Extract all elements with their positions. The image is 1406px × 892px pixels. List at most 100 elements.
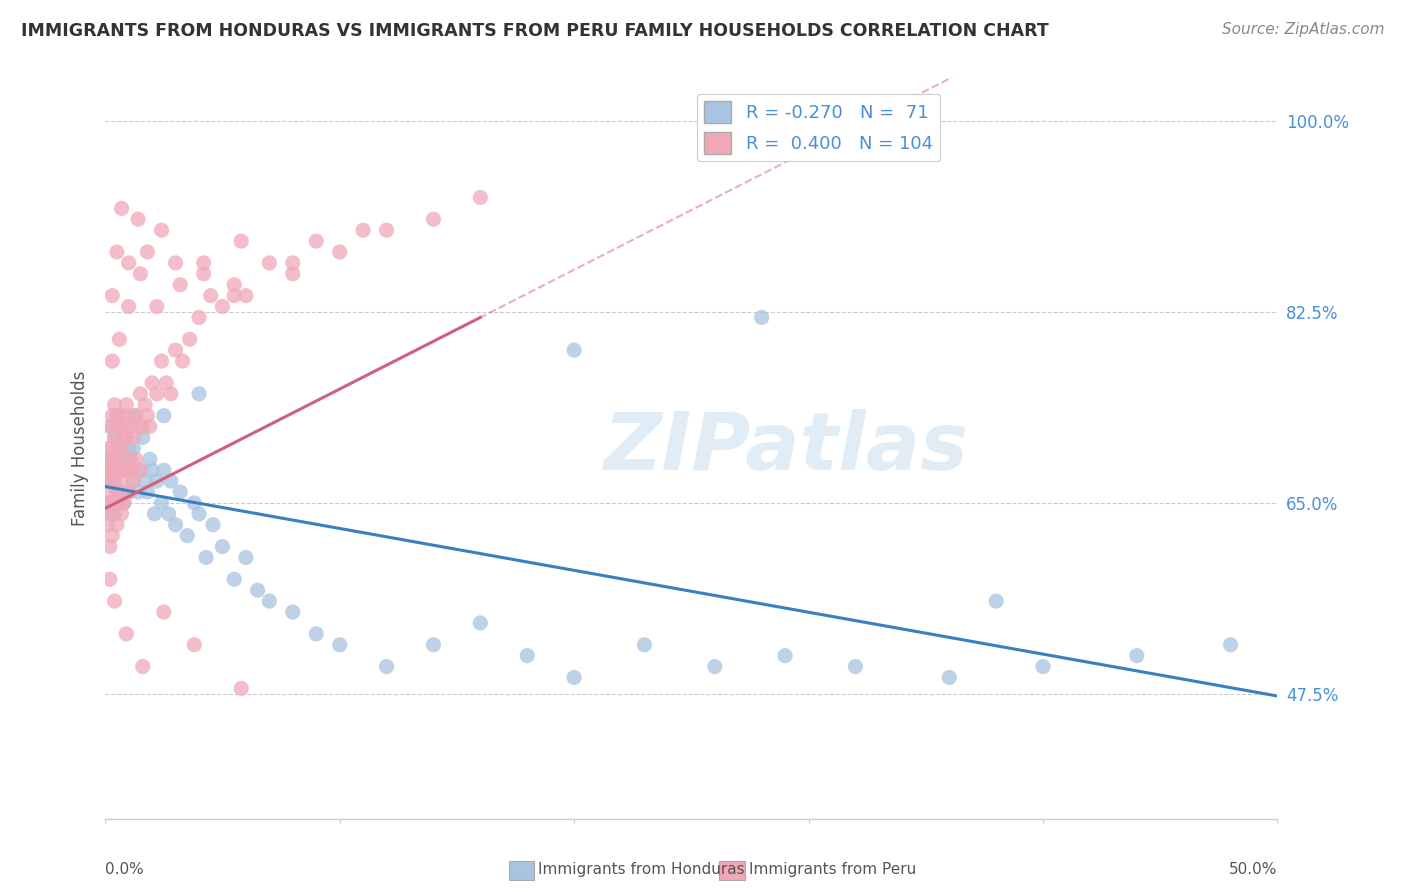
Point — [112, 430, 135, 444]
Point — [562, 671, 585, 685]
Point — [305, 234, 328, 248]
Point — [224, 572, 246, 586]
Point — [104, 430, 127, 444]
Point — [118, 485, 141, 500]
Point — [188, 387, 211, 401]
Point — [96, 496, 118, 510]
Point — [224, 288, 246, 302]
Point — [143, 507, 166, 521]
Point — [703, 659, 725, 673]
Point — [101, 507, 124, 521]
Point — [101, 463, 124, 477]
Point — [259, 594, 281, 608]
Point — [122, 442, 145, 456]
Point — [141, 463, 163, 477]
Point — [101, 419, 124, 434]
Point — [422, 212, 444, 227]
Point — [101, 529, 124, 543]
Point — [134, 474, 156, 488]
Point — [183, 496, 205, 510]
Point — [172, 354, 194, 368]
Point — [98, 485, 121, 500]
Point — [176, 529, 198, 543]
Point — [470, 615, 492, 630]
Point — [112, 496, 135, 510]
Point — [329, 638, 352, 652]
Point — [112, 419, 135, 434]
Point — [118, 485, 141, 500]
Point — [200, 288, 222, 302]
Text: Source: ZipAtlas.com: Source: ZipAtlas.com — [1222, 22, 1385, 37]
Point — [120, 419, 142, 434]
Point — [104, 430, 127, 444]
Point — [115, 463, 138, 477]
Point — [96, 442, 118, 456]
Point — [259, 256, 281, 270]
Point — [111, 202, 134, 216]
Point — [125, 409, 148, 423]
Legend: R = -0.270   N =  71, R =  0.400   N = 104: R = -0.270 N = 71, R = 0.400 N = 104 — [697, 94, 941, 161]
Point — [246, 583, 269, 598]
Point — [132, 659, 155, 673]
Point — [150, 496, 173, 510]
Point — [188, 310, 211, 325]
Point — [105, 442, 128, 456]
Point — [98, 419, 121, 434]
Point — [118, 442, 141, 456]
Point — [127, 212, 149, 227]
Point — [105, 485, 128, 500]
Point — [1219, 638, 1241, 652]
Text: 0.0%: 0.0% — [105, 863, 143, 877]
Point — [104, 594, 127, 608]
Point — [169, 277, 191, 292]
Point — [470, 190, 492, 204]
Point — [101, 474, 124, 488]
Point — [516, 648, 538, 663]
Point — [115, 627, 138, 641]
Point — [104, 398, 127, 412]
Point — [329, 245, 352, 260]
Point — [235, 288, 257, 302]
Point — [1126, 648, 1149, 663]
Point — [115, 463, 138, 477]
Point — [108, 496, 131, 510]
Point — [105, 485, 128, 500]
Text: 50.0%: 50.0% — [1229, 863, 1278, 877]
Point — [120, 463, 142, 477]
Point — [224, 277, 246, 292]
Point — [108, 496, 131, 510]
Point — [136, 409, 159, 423]
Point — [96, 474, 118, 488]
Point — [146, 387, 169, 401]
Point — [844, 659, 866, 673]
Point — [104, 507, 127, 521]
Point — [352, 223, 374, 237]
Text: Immigrants from Honduras: Immigrants from Honduras — [538, 863, 745, 877]
Point — [122, 474, 145, 488]
Point — [98, 463, 121, 477]
Point — [104, 452, 127, 467]
Point — [281, 256, 304, 270]
Point — [153, 463, 176, 477]
Point — [202, 517, 225, 532]
Point — [153, 409, 176, 423]
Point — [108, 419, 131, 434]
Point — [422, 638, 444, 652]
Point — [1032, 659, 1054, 673]
Point — [136, 485, 159, 500]
Point — [98, 452, 121, 467]
Point — [129, 463, 152, 477]
Point — [104, 474, 127, 488]
Point — [101, 442, 124, 456]
Point — [101, 496, 124, 510]
Point — [129, 267, 152, 281]
Point — [96, 517, 118, 532]
Point — [111, 507, 134, 521]
Point — [122, 474, 145, 488]
Point — [101, 463, 124, 477]
Point — [105, 409, 128, 423]
Point — [129, 387, 152, 401]
Point — [108, 463, 131, 477]
Point — [195, 550, 218, 565]
Point — [108, 463, 131, 477]
